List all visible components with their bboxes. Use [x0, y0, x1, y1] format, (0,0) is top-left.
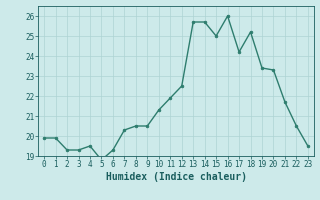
- X-axis label: Humidex (Indice chaleur): Humidex (Indice chaleur): [106, 172, 246, 182]
